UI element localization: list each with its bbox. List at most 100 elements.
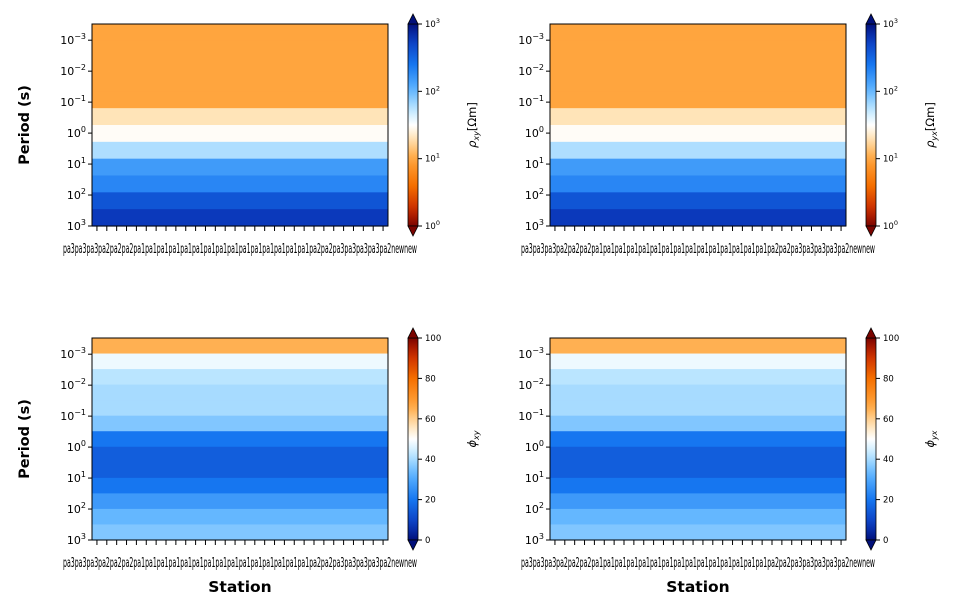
panel-1: 10−3 10−2 10−1 100 101 102 103 Period (s) pa3pa3…: [17, 13, 481, 257]
colorbar-tick-label: 100: [425, 219, 440, 232]
heatmap-band: [92, 24, 388, 42]
heatmap-band: [550, 524, 846, 541]
y-tick-label: 100: [525, 439, 544, 454]
colorbar-tick-label: 40: [883, 455, 894, 465]
heatmap-band: [92, 91, 388, 109]
heatmap-band: [550, 369, 846, 386]
axes-frame: [91, 23, 389, 227]
x-tick-labels: pa3pa3pa3pa2pa2pa2pa1pa1pa1pa1pa1pa1pa1p…: [521, 555, 875, 571]
heatmap-band: [92, 415, 388, 432]
colorbar-tick-label: 102: [883, 84, 898, 97]
y-tick-label: 10−2: [518, 377, 544, 392]
colorbar-label: ϕyx: [923, 430, 939, 447]
x-tick-labels: pa3pa3pa3pa2pa2pa2pa1pa1pa1pa1pa1pa1pa1p…: [63, 555, 417, 571]
colorbar-gradient: [407, 337, 419, 541]
y-tick-label: 102: [525, 187, 544, 202]
colorbar-gradient: [407, 23, 419, 227]
colorbar-tick-label: 60: [425, 415, 436, 425]
panel-4: 10−3 10−2 10−1 100 101 102 103 pa3pa3pa3pa2pa2p…: [518, 327, 939, 596]
x-axis-label: Station: [666, 578, 729, 596]
y-tick-label: 100: [525, 125, 544, 140]
heatmap-band: [92, 338, 388, 355]
y-tick-label: 10−3: [60, 32, 86, 47]
y-tick-label: 101: [67, 470, 86, 485]
x-axis-label: Station: [208, 578, 271, 596]
y-tick-label: 10−1: [518, 408, 544, 423]
colorbar-gradient: [865, 337, 877, 541]
heatmap-band: [550, 431, 846, 448]
colorbar: 100 101 102 103 ρyx[Ωm]: [865, 13, 939, 237]
heatmap-band: [550, 477, 846, 494]
heatmap-band: [92, 175, 388, 193]
colorbar-extend-min: [865, 225, 877, 237]
heatmap-band: [550, 446, 846, 463]
axes-frame: [549, 23, 847, 227]
heatmap-band: [550, 74, 846, 92]
heatmap-band: [550, 353, 846, 370]
y-tick-label: 101: [525, 470, 544, 485]
y-tick-label: 102: [67, 187, 86, 202]
heatmap-band: [92, 57, 388, 76]
axes-frame: [91, 337, 389, 541]
colorbar-extend-max: [865, 13, 877, 25]
y-tick-label: 10−3: [518, 32, 544, 47]
heatmap-band: [92, 369, 388, 386]
heatmap-band: [550, 384, 846, 401]
colorbar-tick-label: 0: [425, 536, 430, 546]
heatmap-band: [550, 91, 846, 109]
colorbar-label: ρyx[Ωm]: [923, 102, 939, 148]
colorbar-tick-label: 101: [883, 152, 898, 165]
heatmap-band: [92, 446, 388, 463]
heatmap-band: [92, 477, 388, 494]
x-tick-labels: pa3pa3pa3pa2pa2pa2pa1pa1pa1pa1pa1pa1pa1p…: [521, 241, 875, 257]
colorbar-extend-min: [407, 539, 419, 551]
colorbar-extend-max: [865, 327, 877, 339]
heatmap-band: [550, 108, 846, 126]
y-tick-label: 10−3: [60, 346, 86, 361]
heatmap-band: [550, 462, 846, 479]
colorbar-tick-label: 20: [425, 496, 436, 506]
panel-2: 10−3 10−2 10−1 100 101 102 103 pa3pa3pa3pa2pa2p…: [518, 13, 939, 257]
x-tick-labels: pa3pa3pa3pa2pa2pa2pa1pa1pa1pa1pa1pa1pa1p…: [63, 241, 417, 257]
heatmap-band: [550, 24, 846, 42]
heatmap-band: [92, 493, 388, 510]
colorbar-extend-min: [865, 539, 877, 551]
heatmap-band: [550, 508, 846, 526]
colorbar: 0 20 40 60 80 100 ϕxy: [407, 327, 481, 551]
heatmap-band: [92, 141, 388, 160]
y-axis-label: Period (s): [17, 85, 33, 165]
y-tick-label: 10−2: [60, 63, 86, 78]
y-tick-label: 10−3: [518, 346, 544, 361]
colorbar-tick-label: 0: [883, 536, 888, 546]
heatmap-band: [550, 493, 846, 510]
heatmap-band: [92, 431, 388, 448]
heatmap-band: [92, 462, 388, 479]
heatmap-band: [550, 338, 846, 355]
heatmap-band: [550, 57, 846, 76]
colorbar-tick-label: 100: [883, 219, 898, 232]
heatmap-band: [550, 175, 846, 193]
colorbar: 100 101 102 103 ρxy[Ωm]: [407, 13, 481, 237]
heatmap-band: [92, 384, 388, 401]
heatmap-band: [550, 158, 846, 177]
y-tick-label: 103: [525, 218, 544, 233]
heatmap-band: [550, 400, 846, 417]
heatmap-band: [550, 125, 846, 143]
y-tick-label: 10−1: [60, 408, 86, 423]
y-tick-label: 103: [67, 218, 86, 233]
heatmap-band: [550, 209, 846, 227]
heatmap-band: [550, 40, 846, 59]
heatmap-band: [550, 415, 846, 432]
y-tick-label: 100: [67, 125, 86, 140]
heatmap-band: [92, 125, 388, 143]
colorbar-tick-label: 100: [883, 334, 899, 344]
heatmap-band: [92, 192, 388, 210]
colorbar-tick-label: 101: [425, 152, 440, 165]
axes-frame: [549, 337, 847, 541]
colorbar-extend-min: [407, 225, 419, 237]
heatmap-band: [92, 524, 388, 541]
colorbar-tick-label: 80: [425, 374, 436, 384]
colorbar-label: ρxy[Ωm]: [465, 102, 481, 148]
panel-3: 10−3 10−2 10−1 100 101 102 103 Period (s) pa3pa3…: [17, 327, 481, 596]
